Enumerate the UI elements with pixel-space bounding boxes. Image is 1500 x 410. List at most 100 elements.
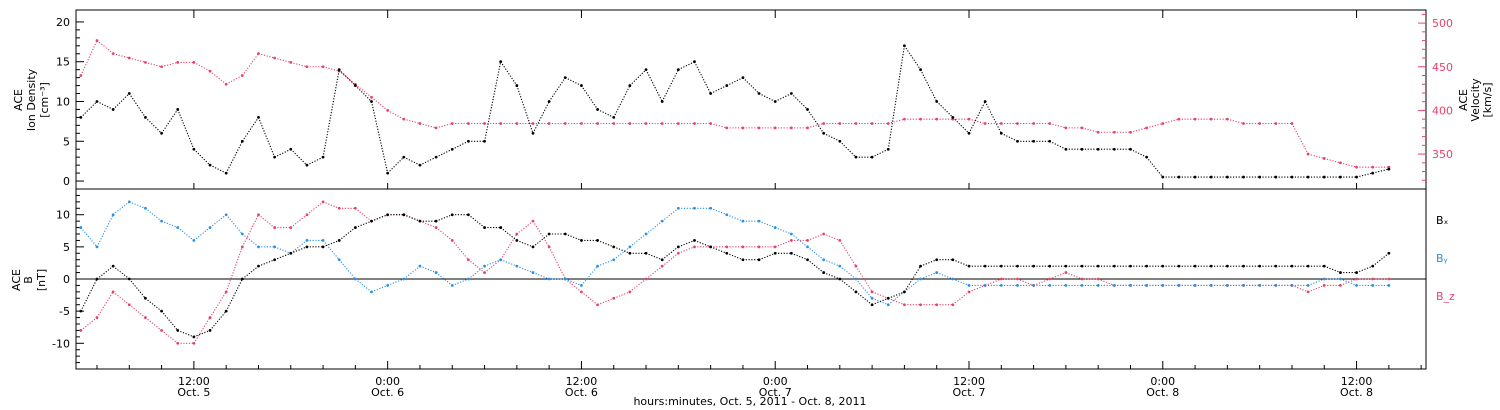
velocity-point <box>935 117 939 121</box>
velocity-trace-segment <box>1146 122 1163 129</box>
velocity-point <box>547 122 551 125</box>
velocity-trace-segment <box>1307 153 1325 159</box>
bz-trace-segment <box>629 278 647 293</box>
by-point <box>547 277 551 281</box>
density-label-line-3: [cm⁻³] <box>38 82 51 118</box>
bx-trace-segment <box>516 239 534 248</box>
velocity-trace-segment <box>322 66 340 72</box>
bz-trace-segment <box>435 227 453 241</box>
velocity-trace-segment <box>225 75 243 85</box>
field-tick-label: 10 <box>56 209 70 222</box>
bx-trace-segment <box>1372 252 1390 267</box>
density-trace-segment <box>257 117 276 158</box>
by-point <box>192 239 196 242</box>
density-trace-segment <box>96 100 114 110</box>
velocity-point <box>773 126 777 130</box>
by-trace-segment <box>726 214 744 222</box>
legend-by: Bᵧ <box>1436 252 1448 265</box>
date-tick-label: Oct. 8 <box>1146 386 1179 399</box>
density-trace-segment <box>338 69 356 86</box>
series-layer <box>79 39 1391 345</box>
density-tick-labels: 0 5 10 15 20 <box>56 16 70 188</box>
density-trace-segment <box>839 140 857 158</box>
density-trace-segment <box>419 156 437 166</box>
bx-trace-segment <box>1324 265 1341 274</box>
velocity-tick-label: 350 <box>1432 148 1453 161</box>
density-trace-segment <box>678 61 695 71</box>
bx-trace-segment <box>403 214 421 222</box>
density-series <box>79 44 1391 179</box>
density-trace-segment <box>580 85 599 110</box>
date-tick-label: Oct. 8 <box>1340 386 1373 399</box>
velocity-trace-segment <box>1130 127 1147 133</box>
bz-trace-segment <box>1065 272 1083 280</box>
by-point <box>983 284 987 287</box>
by-point <box>967 284 971 287</box>
bx-trace-segment <box>112 265 130 280</box>
legend-bz: B_z <box>1436 290 1455 303</box>
density-trace-segment <box>645 69 663 102</box>
bz-point <box>741 245 745 249</box>
velocity-trace-segment <box>129 57 146 63</box>
bz-trace-segment <box>258 214 275 229</box>
density-trace-segment <box>500 61 518 86</box>
density-trace-segment <box>887 45 905 150</box>
density-trace-segment <box>322 69 340 158</box>
bx-trace-segment <box>468 214 485 229</box>
by-point <box>741 219 745 223</box>
velocity-trace-segment <box>435 122 453 129</box>
by-trace-segment <box>823 259 841 267</box>
density-trace-segment <box>1146 156 1164 178</box>
bz-point <box>919 303 922 307</box>
velocity-trace-segment <box>807 122 824 129</box>
by-point <box>580 284 583 287</box>
velocity-trace-segment <box>968 118 986 125</box>
density-trace-segment <box>370 101 389 174</box>
date-tick-label: Oct. 6 <box>565 386 598 399</box>
bz-series <box>79 200 1391 345</box>
time-tick-labels: 12:00 Oct. 5 0:00 Oct. 6 12:00 Oct. 6 0:… <box>177 375 1373 399</box>
density-point <box>789 92 793 95</box>
density-trace-segment <box>532 101 550 134</box>
bx-trace-segment <box>920 259 937 267</box>
bz-trace-segment <box>1017 278 1034 286</box>
velocity-tick-labels: 350 400 450 500 <box>1432 17 1453 161</box>
density-trace-segment <box>968 101 986 134</box>
velocity-trace-segment <box>1324 157 1341 164</box>
bz-trace-segment <box>581 291 598 306</box>
density-trace-segment <box>710 85 728 95</box>
bz-trace-segment <box>290 214 308 229</box>
density-trace-segment <box>984 101 1002 134</box>
density-trace-segment <box>274 148 292 158</box>
bx-trace-segment <box>871 297 889 306</box>
bx-trace-segment <box>758 252 776 261</box>
bx-trace-segment <box>888 291 905 299</box>
density-trace-segment <box>452 140 469 150</box>
by-trace-segment <box>532 272 550 280</box>
bx-point <box>983 264 987 268</box>
by-trace-segment <box>613 246 631 261</box>
velocity-point <box>725 126 729 130</box>
velocity-trace-segment <box>80 40 98 76</box>
bx-trace-segment <box>807 259 825 274</box>
density-panel-frame <box>75 9 1427 190</box>
velocity-trace-segment <box>1162 118 1180 125</box>
density-trace-segment <box>241 117 259 142</box>
velocity-label-line-2: Velocity <box>1469 78 1482 122</box>
by-trace-segment <box>565 278 582 286</box>
bx-series <box>79 213 1391 339</box>
bx-trace-segment <box>903 265 922 293</box>
field-tick-label: 0 <box>63 273 70 286</box>
bx-trace-segment <box>193 329 211 338</box>
bz-trace-segment <box>532 220 550 248</box>
time-tick-label: 12:00 <box>178 375 210 388</box>
density-trace-segment <box>128 93 146 118</box>
velocity-trace-segment <box>1049 122 1067 129</box>
velocity-trace-segment <box>403 118 421 125</box>
density-trace-segment <box>1372 168 1389 174</box>
density-trace-segment <box>484 61 502 142</box>
density-point <box>935 100 939 103</box>
bz-trace-segment <box>984 278 1002 286</box>
bx-trace-segment <box>1356 265 1373 274</box>
